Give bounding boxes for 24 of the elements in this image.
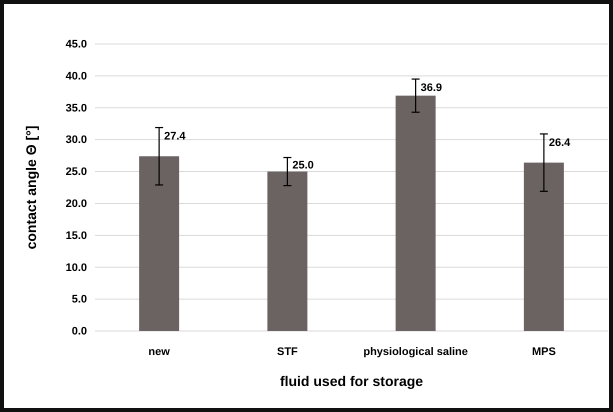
data-label: 27.4 xyxy=(164,130,186,143)
bar xyxy=(524,162,564,331)
y-tick-label: 20.0 xyxy=(66,198,87,210)
y-tick-label: 30.0 xyxy=(66,134,87,146)
data-label: 26.4 xyxy=(548,136,572,149)
y-tick-label: 45.0 xyxy=(66,38,87,51)
x-tick-label: physiological saline xyxy=(363,346,468,358)
data-label: 25.0 xyxy=(292,160,314,172)
y-axis-title: contact angle Θ [°] xyxy=(23,126,39,250)
x-tick-label: STF xyxy=(276,346,298,358)
bar xyxy=(139,156,180,331)
bar xyxy=(267,172,308,331)
y-tick-label: 5.0 xyxy=(72,294,87,306)
x-tick-label: new xyxy=(148,346,170,358)
x-axis-title: fluid used for storage xyxy=(280,373,424,389)
y-tick-label: 40.0 xyxy=(66,70,87,82)
y-tick-label: 10.0 xyxy=(66,262,87,274)
x-tick-label: MPS xyxy=(532,346,556,358)
y-tick-label: 15.0 xyxy=(66,230,87,242)
y-tick-label: 0.0 xyxy=(72,326,87,338)
data-label: 36.9 xyxy=(420,82,442,94)
y-tick-label: 25.0 xyxy=(66,166,87,178)
y-tick-label: 35.0 xyxy=(66,102,87,114)
bar xyxy=(396,96,436,331)
